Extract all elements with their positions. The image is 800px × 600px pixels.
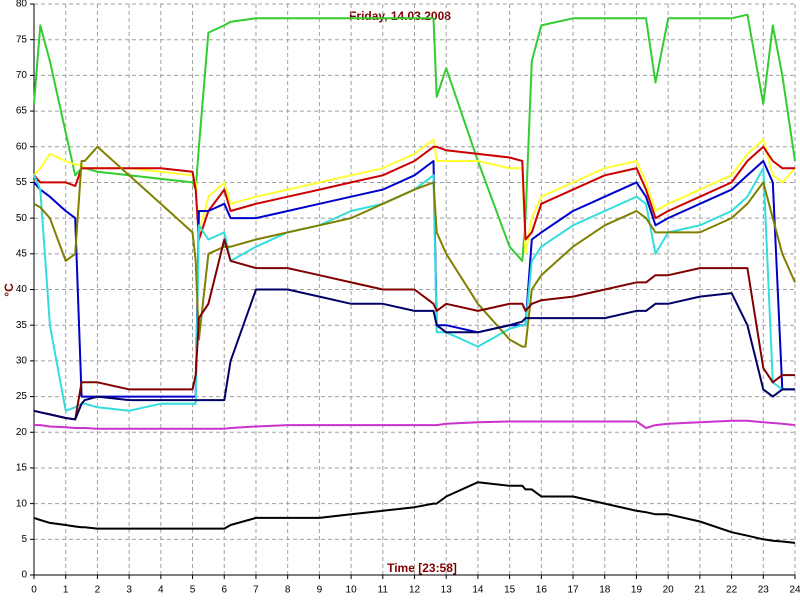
- chart-title: Friday, 14.03.2008: [349, 9, 451, 23]
- x-tick-label: 20: [663, 585, 675, 596]
- x-tick-label: 4: [158, 585, 164, 596]
- y-tick-label: 75: [16, 34, 28, 45]
- series-line: [33, 13, 796, 262]
- y-tick-label: 20: [16, 427, 28, 438]
- y-axis-label: °C: [2, 283, 16, 297]
- y-tick-label: 60: [16, 141, 28, 152]
- x-tick-label: 19: [631, 585, 643, 596]
- y-tick-label: 0: [21, 570, 27, 581]
- x-tick-label: 23: [758, 585, 770, 596]
- x-tick-label: 2: [95, 585, 101, 596]
- series-line: [33, 145, 795, 241]
- y-tick-label: 10: [16, 498, 28, 509]
- x-tick-label: 3: [126, 585, 132, 596]
- x-tick-label: 17: [567, 585, 579, 596]
- x-tick-label: 11: [378, 585, 389, 596]
- y-tick-label: 45: [16, 248, 28, 259]
- series-line: [33, 238, 795, 421]
- x-tick-label: 12: [409, 585, 421, 596]
- series-line: [33, 145, 796, 348]
- y-tick-label: 15: [16, 463, 28, 474]
- y-tick-label: 50: [16, 213, 28, 224]
- series-line: [33, 481, 796, 544]
- x-tick-label: 21: [694, 585, 706, 596]
- y-tick-label: 55: [16, 177, 28, 188]
- series-line: [34, 419, 796, 430]
- y-tick-label: 40: [16, 284, 28, 295]
- x-tick-label: 24: [789, 585, 800, 596]
- x-tick-label: 1: [63, 585, 69, 596]
- x-tick-label: 9: [317, 585, 323, 596]
- y-tick-label: 35: [16, 320, 28, 331]
- series-line: [33, 288, 795, 421]
- x-tick-label: 5: [190, 585, 196, 596]
- x-tick-label: 22: [726, 585, 738, 596]
- y-tick-label: 70: [16, 70, 28, 81]
- x-tick-label: 10: [346, 585, 358, 596]
- x-tick-label: 13: [441, 585, 453, 596]
- x-tick-label: 0: [31, 585, 37, 596]
- y-tick-label: 25: [16, 391, 28, 402]
- y-tick-label: 5: [21, 534, 27, 545]
- x-tick-label: 7: [253, 585, 259, 596]
- x-tick-label: 6: [221, 585, 227, 596]
- x-tick-label: 16: [536, 585, 548, 596]
- x-tick-label: 8: [285, 585, 291, 596]
- x-axis-label: Time [23:58]: [387, 561, 457, 575]
- y-tick-label: 65: [16, 106, 28, 117]
- x-tick-label: 15: [504, 585, 516, 596]
- series-line: [33, 167, 795, 412]
- x-tick-label: 14: [472, 585, 484, 596]
- y-tick-label: 80: [16, 0, 28, 10]
- x-tick-label: 18: [599, 585, 611, 596]
- y-tick-label: 30: [16, 356, 28, 367]
